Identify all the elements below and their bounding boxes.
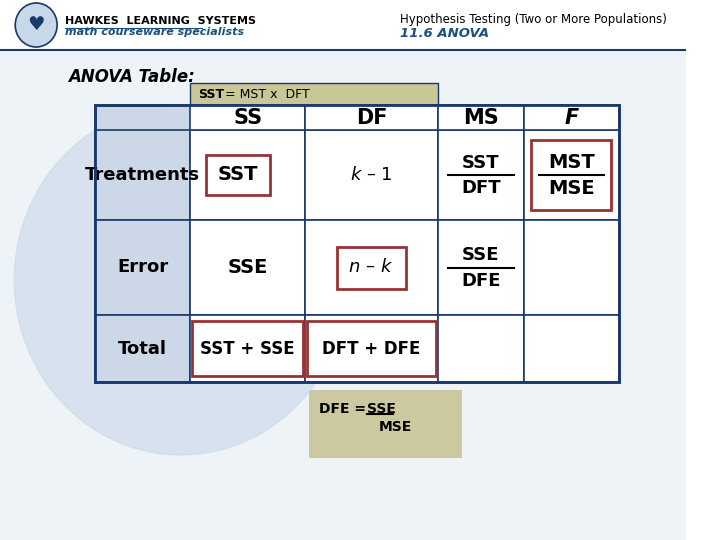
Text: SSE: SSE — [366, 402, 395, 416]
Bar — [191, 83, 438, 105]
Bar — [95, 105, 619, 382]
Bar — [310, 390, 462, 458]
Text: DFE: DFE — [461, 272, 500, 289]
Bar — [95, 220, 191, 315]
Bar — [95, 105, 619, 382]
Text: = MST x  DFT: = MST x DFT — [221, 87, 310, 100]
Text: $k$ – 1: $k$ – 1 — [350, 166, 392, 184]
Bar — [523, 105, 619, 130]
Bar — [0, 0, 685, 50]
Text: HAWKES  LEARNING  SYSTEMS: HAWKES LEARNING SYSTEMS — [65, 16, 256, 26]
Text: F: F — [564, 107, 578, 127]
Text: SST: SST — [462, 154, 500, 172]
Bar — [305, 220, 438, 315]
FancyBboxPatch shape — [206, 155, 271, 195]
Bar — [191, 315, 305, 382]
Bar — [438, 130, 523, 220]
Text: $n$ – $k$: $n$ – $k$ — [348, 259, 395, 276]
Text: SS: SS — [233, 107, 262, 127]
Text: ♥: ♥ — [27, 16, 45, 35]
Bar — [523, 130, 619, 220]
Bar — [191, 130, 305, 220]
Bar — [95, 130, 191, 220]
Bar — [438, 220, 523, 315]
Text: DFT + DFE: DFT + DFE — [322, 340, 420, 357]
Bar — [95, 315, 191, 382]
Text: Treatments: Treatments — [85, 166, 200, 184]
Text: MSE: MSE — [379, 420, 412, 434]
Text: DFE =: DFE = — [319, 402, 371, 416]
Bar — [523, 315, 619, 382]
Text: SSE: SSE — [228, 258, 268, 277]
Bar — [305, 130, 438, 220]
Text: SST: SST — [198, 87, 224, 100]
Circle shape — [15, 3, 57, 47]
Bar — [523, 220, 619, 315]
Text: 11.6 ANOVA: 11.6 ANOVA — [400, 27, 489, 40]
Text: DFT: DFT — [461, 179, 500, 197]
Bar — [305, 315, 438, 382]
FancyBboxPatch shape — [531, 140, 611, 210]
FancyBboxPatch shape — [192, 321, 303, 376]
Text: math courseware specialists: math courseware specialists — [65, 27, 244, 37]
FancyBboxPatch shape — [337, 246, 405, 288]
Text: MSE: MSE — [548, 179, 595, 199]
Text: Error: Error — [117, 259, 168, 276]
Text: SST + SSE: SST + SSE — [200, 340, 295, 357]
Bar — [305, 105, 438, 130]
Text: SSE: SSE — [462, 246, 500, 265]
Bar — [191, 220, 305, 315]
Circle shape — [14, 105, 348, 455]
Text: MST: MST — [548, 152, 595, 172]
Text: DF: DF — [356, 107, 387, 127]
Text: ANOVA Table:: ANOVA Table: — [68, 68, 195, 86]
Text: Hypothesis Testing (Two or More Populations): Hypothesis Testing (Two or More Populati… — [400, 13, 667, 26]
Bar — [438, 315, 523, 382]
FancyBboxPatch shape — [307, 321, 436, 376]
Bar — [438, 105, 523, 130]
Text: MS: MS — [463, 107, 499, 127]
Text: Total: Total — [118, 340, 167, 357]
Text: SST: SST — [218, 165, 258, 185]
Bar — [191, 105, 305, 130]
